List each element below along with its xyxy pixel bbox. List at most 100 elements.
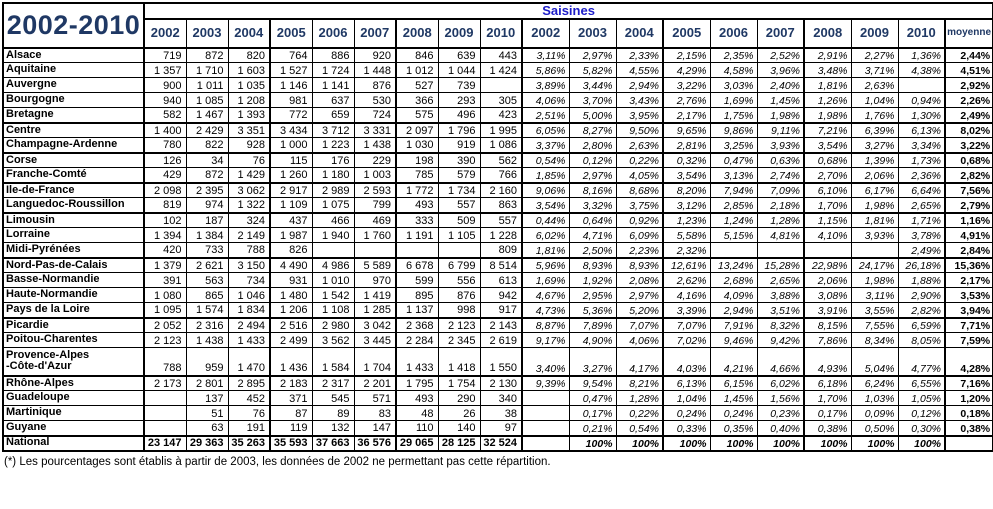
moyenne-cell: 2,49% [943,107,993,124]
pct-cell: 2,63% [850,77,899,94]
moyenne-cell: 7,16% [943,374,993,392]
count-cell: 2 316 [185,316,229,334]
pct-cell: 3,25% [709,137,758,154]
count-cell: 1 438 [185,332,229,349]
pct-cell: 7,89% [568,316,617,334]
count-cell: 36 576 [353,434,397,452]
count-cell: 545 [311,390,355,407]
pct-cell: 0,94% [897,92,946,109]
pct-cell: 1,70% [803,197,852,214]
pct-cell: 1,04% [662,390,711,407]
count-cell: 110 [395,420,439,437]
table-row-provence-alpes: Provence-Alpes -Côte-d'Azur 788 959 1 470 1 … [2,347,993,377]
pct-cell: 100% [803,434,852,452]
count-cell: 87 [269,405,313,422]
count-cell: 2 917 [269,181,313,199]
year-header-counts-2003: 2003 [185,18,229,49]
moyenne-cell: 3,53% [943,287,993,304]
count-cell: 1 772 [395,181,439,199]
count-cell: 2 183 [269,374,313,392]
count-cell: 1 206 [269,302,313,319]
pct-cell: 1,05% [897,390,946,407]
count-cell: 2 345 [437,332,481,349]
pct-cell: 0,17% [803,405,852,422]
pct-cell: 3,54% [662,167,711,184]
count-cell: 76 [227,405,271,422]
pct-cell: 8,93% [615,256,664,274]
count-cell: 2 130 [479,374,523,392]
count-cell: 23 147 [143,434,187,452]
moyenne-cell: 8,02% [943,121,993,139]
pct-cell: 3,08% [803,287,852,304]
pct-cell: 1,75% [709,107,758,124]
count-cell: 1 542 [311,287,355,304]
moyenne-cell: 15,36% [943,256,993,274]
moyenne-cell: 7,71% [943,316,993,334]
count-cell: 2 980 [311,316,355,334]
table-row-poitou-charentes: Poitou-Charentes 2 123 1 438 1 433 2 499 3 56… [2,332,993,349]
pct-cell: 12,61% [662,256,711,274]
region-name: Champagne-Ardenne [2,137,145,154]
count-cell: 176 [311,151,355,169]
count-cell: 187 [185,211,229,229]
pct-cell: 2,90% [897,287,946,304]
count-cell: 32 524 [479,434,523,452]
pct-cell: 6,18% [803,374,852,392]
pct-cell: 1,73% [897,151,946,169]
count-cell: 1 584 [311,347,355,377]
pct-cell: 6,15% [709,374,758,392]
count-cell: 423 [479,107,523,124]
count-cell: 37 663 [311,434,355,452]
pct-cell: 2,50% [568,242,617,259]
pct-cell: 1,98% [850,197,899,214]
pct-cell: 4,71% [568,227,617,244]
pct-cell: 2,65% [897,197,946,214]
pct-cell: 2,62% [662,272,711,289]
pct-cell: 3,55% [850,302,899,319]
region-name: Basse-Normandie [2,272,145,289]
count-cell: 333 [395,211,439,229]
pct-cell: 3,43% [615,92,664,109]
pct-cell: 2,85% [709,197,758,214]
pct-cell: 1,15% [803,211,852,229]
count-cell: 4 490 [269,256,313,274]
count-cell: 3 351 [227,121,271,139]
pct-cell: 6,39% [850,121,899,139]
count-cell: 1 384 [185,227,229,244]
pct-cell: 2,80% [568,137,617,154]
table-row-languedoc-roussillon: Languedoc-Roussillon 819 974 1 322 1 109 1 07… [2,197,993,214]
count-cell: 509 [437,211,481,229]
year-header-counts-2005: 2005 [269,18,313,49]
pct-cell: 2,95% [568,287,617,304]
year-header-pcts-2007: 2007 [756,18,805,49]
region-name: National [2,434,145,452]
pct-cell: 1,92% [568,272,617,289]
region-name: Picardie [2,316,145,334]
count-cell: 6 678 [395,256,439,274]
count-cell: 1 085 [185,92,229,109]
count-cell: 959 [185,347,229,377]
moyenne-cell: 2,79% [943,197,993,214]
count-cell: 2 895 [227,374,271,392]
pct-cell: 0,32% [662,151,711,169]
count-cell: 443 [479,47,523,64]
pct-cell: 100% [615,434,664,452]
count-cell: 772 [269,107,313,124]
pct-cell: 9,39% [521,374,570,392]
count-cell: 2 143 [479,316,523,334]
count-cell: 764 [269,47,313,64]
pct-cell: 4,06% [521,92,570,109]
count-cell: 872 [185,167,229,184]
pct-cell: 0,47% [568,390,617,407]
count-cell: 2 123 [437,316,481,334]
year-header-pcts-2002: 2002 [521,18,570,49]
pct-cell: 1,28% [756,211,805,229]
count-cell: 1 095 [143,302,187,319]
count-cell: 1 109 [269,197,313,214]
pct-cell: 7,91% [709,316,758,334]
pct-cell: 6,13% [897,121,946,139]
count-cell: 1 433 [227,332,271,349]
count-cell: 3 042 [353,316,397,334]
count-cell [479,77,523,94]
pct-cell: 0,21% [568,420,617,437]
